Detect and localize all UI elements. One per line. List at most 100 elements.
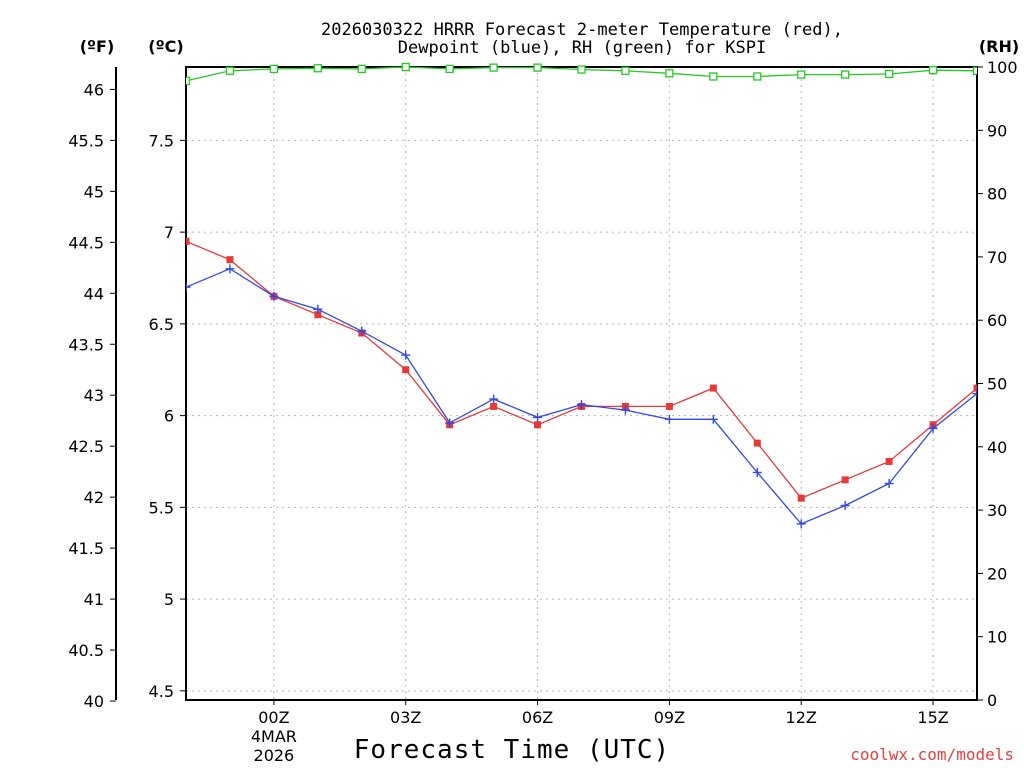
- x-date-label: 4MAR: [251, 727, 297, 746]
- temperature-point: [665, 402, 673, 410]
- rh-point: [753, 72, 762, 81]
- rh-tick-label: 10: [987, 628, 1007, 647]
- temperature-point: [753, 439, 761, 447]
- x-tick-label: 00Z: [258, 708, 289, 727]
- fahrenheit-tick-label: 44.5: [68, 233, 104, 252]
- rh-point: [357, 64, 366, 74]
- fahrenheit-tick-label: 42.5: [68, 437, 104, 456]
- fahrenheit-tick-label: 43: [84, 386, 104, 405]
- rh-point: [489, 63, 498, 72]
- chart-title-line1: 2026030322 HRRR Forecast 2-meter Tempera…: [321, 20, 843, 40]
- chart-title-line2: Dewpoint (blue), RH (green) for KSPI: [398, 38, 766, 58]
- dewpoint-point: [186, 282, 191, 292]
- rh-tick-label: 60: [987, 311, 1007, 330]
- dewpoint-point: [664, 414, 674, 424]
- rh-point: [841, 70, 850, 79]
- dewpoint-point: [445, 418, 455, 428]
- dewpoint-point: [884, 478, 894, 488]
- temperature-point: [402, 366, 410, 374]
- rh-point: [401, 62, 410, 72]
- dewpoint-point: [357, 326, 367, 336]
- dewpoint-point: [840, 501, 850, 511]
- rh-point: [533, 63, 542, 72]
- rh-point: [313, 64, 322, 73]
- fahrenheit-tick-label: 40.5: [68, 641, 104, 660]
- x-tick-label: 12Z: [786, 708, 817, 727]
- dewpoint-point: [972, 389, 977, 399]
- fahrenheit-tick-label: 42: [84, 488, 104, 507]
- dewpoint-point: [269, 291, 279, 301]
- temperature-point: [841, 476, 849, 484]
- celsius-tick-label: 5.5: [149, 498, 174, 517]
- axes: 4.5 5 5.5 6 6.5 7 7.5 40 40.5 41 41.5 42 42.5 43 43.5 4…: [68, 58, 1017, 765]
- x-tick-label: 06Z: [522, 708, 553, 727]
- celsius-tick-label: 7.5: [149, 131, 174, 150]
- rh-tick-label: 0: [987, 691, 997, 710]
- fahrenheit-tick-label: 41: [84, 590, 104, 609]
- fahrenheit-tick-label: 43.5: [68, 335, 104, 354]
- celsius-unit-label: (ºC): [148, 37, 183, 56]
- rh-point: [186, 76, 191, 86]
- dewpoint-point: [401, 350, 411, 360]
- rh-tick-label: 90: [987, 121, 1007, 140]
- dewpoint-point: [533, 412, 543, 422]
- temperature-point: [885, 457, 893, 465]
- rh-tick-label: 30: [987, 501, 1007, 520]
- temperature-point: [226, 256, 234, 264]
- temperature-point: [490, 402, 498, 410]
- celsius-tick-label: 5: [164, 590, 174, 609]
- x-tick-label: 15Z: [917, 708, 948, 727]
- celsius-tick-label: 6.5: [149, 315, 174, 334]
- dewpoint-point: [577, 400, 586, 410]
- dewpoint-point: [313, 304, 323, 314]
- dewpoint-point: [489, 394, 499, 404]
- fahrenheit-tick-label: 44: [84, 284, 104, 303]
- x-year-label: 2026: [254, 746, 295, 765]
- grid-lines: [186, 67, 977, 700]
- rh-point: [577, 65, 586, 74]
- x-axis-label: Forecast Time (UTC): [354, 735, 670, 765]
- rh-tick-label: 40: [987, 438, 1007, 457]
- fahrenheit-unit-label: (ºF): [80, 37, 115, 56]
- dewpoint-point: [225, 264, 235, 274]
- rh-point: [884, 69, 894, 79]
- rh-point: [709, 72, 718, 81]
- temperature-point: [797, 494, 805, 502]
- rh-point: [445, 64, 454, 74]
- dewpoint-point: [752, 467, 762, 477]
- temperature-point: [973, 384, 977, 392]
- rh-point: [928, 66, 938, 75]
- rh-tick-label: 100: [987, 58, 1018, 77]
- rh-series: [186, 62, 977, 86]
- temperature-point: [534, 421, 542, 429]
- celsius-tick-label: 7: [164, 223, 174, 242]
- temperature-point: [709, 384, 717, 392]
- rh-point: [797, 70, 806, 79]
- dewpoint-point: [620, 405, 630, 415]
- fahrenheit-tick-label: 46: [84, 80, 104, 99]
- dewpoint-line: [186, 268, 977, 525]
- fahrenheit-tick-label: 41.5: [68, 539, 104, 558]
- temperature-point: [186, 237, 190, 245]
- dewpoint-point: [796, 519, 806, 529]
- fahrenheit-tick-label: 45: [84, 182, 104, 201]
- temperature-series: [186, 237, 977, 502]
- dewpoint-series: [186, 264, 977, 529]
- credit-label: coolwx.com/models: [850, 745, 1014, 764]
- temperature-line: [186, 240, 977, 499]
- dewpoint-point: [708, 414, 718, 424]
- rh-point: [225, 66, 235, 75]
- x-tick-label: 03Z: [390, 708, 421, 727]
- dewpoint-point: [928, 423, 938, 433]
- rh-tick-label: 50: [987, 375, 1007, 394]
- rh-point: [972, 66, 977, 75]
- celsius-tick-label: 4.5: [149, 682, 174, 701]
- rh-tick-label: 80: [987, 185, 1007, 204]
- rh-tick-label: 20: [987, 564, 1007, 583]
- rh-point: [621, 66, 630, 75]
- fahrenheit-tick-label: 45.5: [68, 131, 104, 150]
- plot-frame: [185, 66, 978, 701]
- rh-tick-label: 70: [987, 248, 1007, 267]
- temperature-point: [314, 311, 322, 319]
